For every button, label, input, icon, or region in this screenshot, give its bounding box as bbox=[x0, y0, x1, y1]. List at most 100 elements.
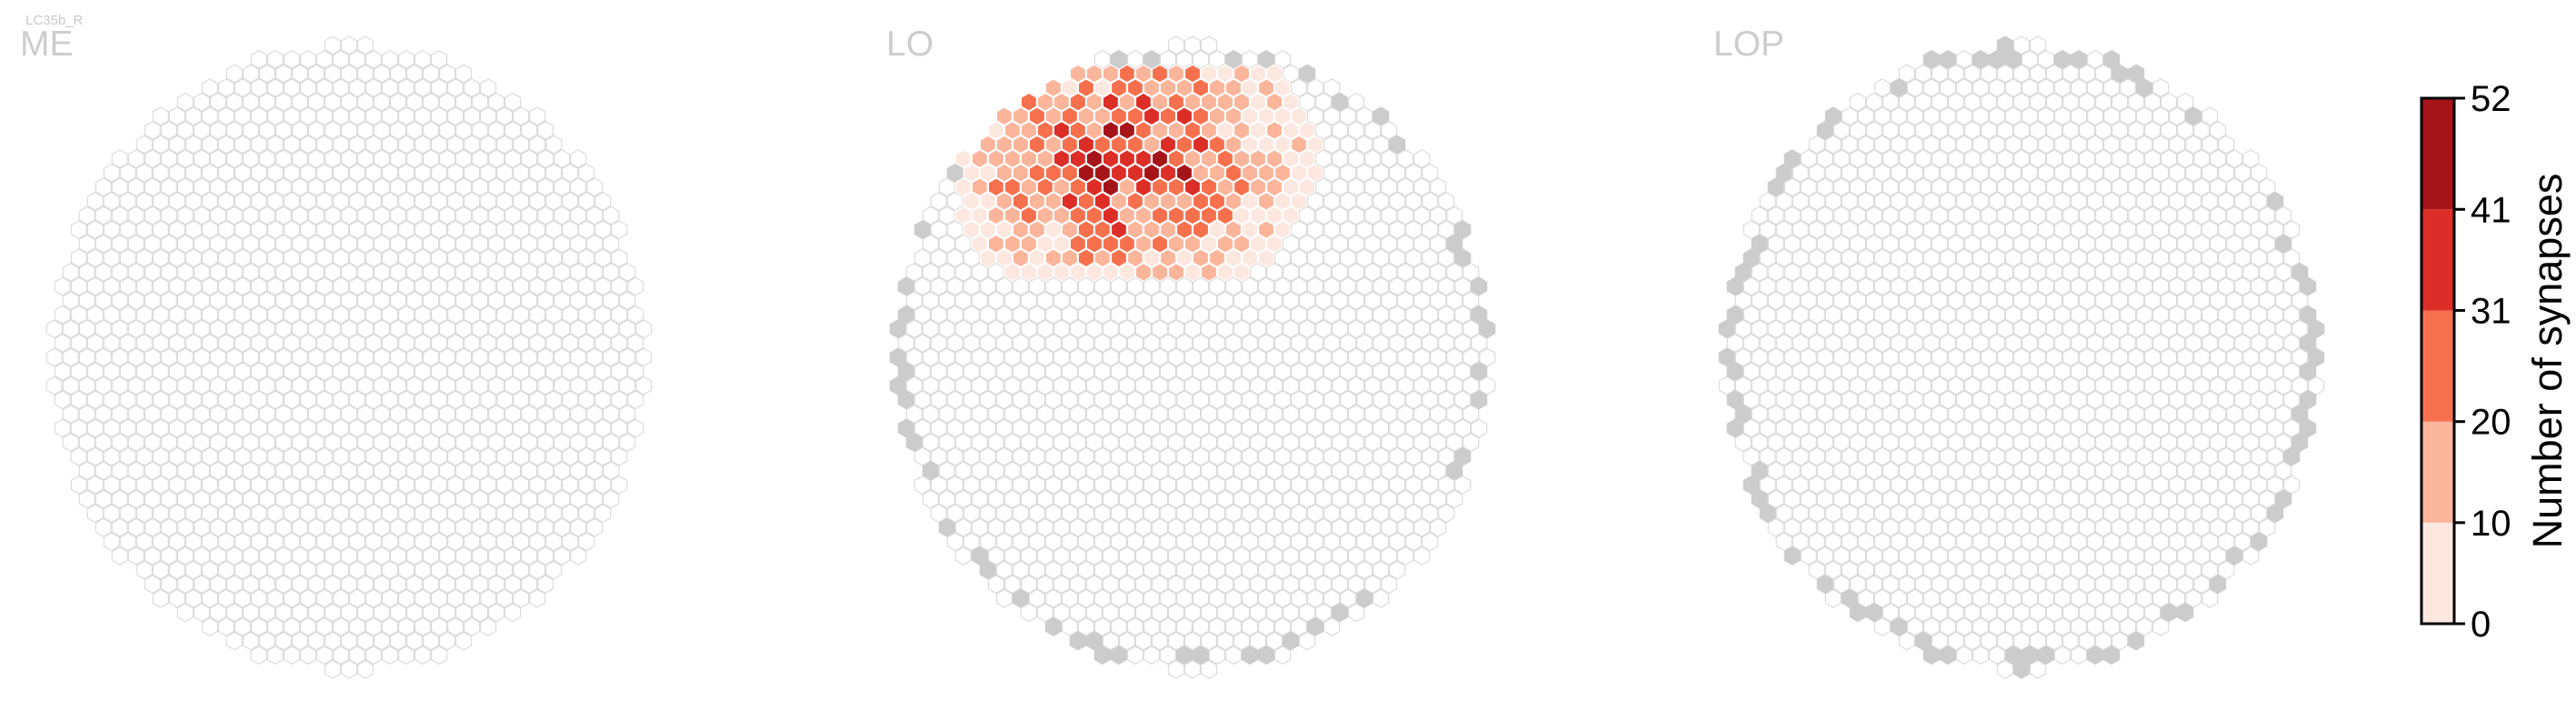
hex-column bbox=[521, 489, 538, 509]
hex-column bbox=[340, 234, 358, 254]
hex-column-synapses bbox=[1175, 163, 1193, 183]
hex-column bbox=[2144, 461, 2162, 481]
hex-column bbox=[1963, 517, 1981, 537]
hex-column bbox=[603, 319, 620, 339]
hex-column bbox=[1110, 362, 1128, 382]
hex-column bbox=[521, 575, 538, 595]
hex-column bbox=[464, 475, 481, 495]
hex-column-synapses bbox=[1085, 205, 1103, 225]
hex-column bbox=[1175, 475, 1193, 495]
hex-column bbox=[291, 603, 308, 623]
hex-column bbox=[455, 603, 473, 623]
hex-column bbox=[364, 220, 383, 240]
hex-column bbox=[356, 149, 374, 169]
hex-column-outside bbox=[1767, 177, 1784, 197]
hex-column bbox=[1824, 446, 1842, 466]
hex-column bbox=[2210, 404, 2227, 424]
hex-column bbox=[2177, 92, 2194, 112]
hex-column bbox=[1110, 333, 1128, 353]
hex-column bbox=[1947, 262, 1964, 282]
hex-column bbox=[1028, 305, 1046, 325]
hex-column-synapses bbox=[1273, 191, 1292, 211]
hex-column bbox=[1265, 489, 1283, 509]
hex-column bbox=[209, 120, 226, 140]
hex-column bbox=[2202, 362, 2219, 382]
hex-column bbox=[2283, 418, 2301, 438]
hex-column bbox=[201, 362, 218, 382]
hex-column-outside bbox=[979, 560, 996, 580]
hex-column bbox=[2136, 475, 2153, 495]
hex-column bbox=[364, 446, 383, 466]
hex-column bbox=[2226, 433, 2243, 453]
hex-column bbox=[464, 191, 481, 211]
hex-column bbox=[258, 291, 275, 311]
hex-column-synapses bbox=[1012, 220, 1029, 240]
hex-column bbox=[2283, 333, 2301, 353]
hex-column bbox=[1808, 135, 1825, 155]
hex-column bbox=[332, 390, 350, 410]
hex-column bbox=[922, 262, 939, 282]
hex-column bbox=[922, 234, 939, 254]
hex-column bbox=[1882, 376, 1899, 396]
hex-column bbox=[1200, 376, 1218, 396]
hex-column bbox=[356, 404, 374, 424]
hex-column bbox=[1347, 291, 1365, 311]
hex-column-synapses bbox=[1151, 234, 1169, 254]
hex-column bbox=[1996, 546, 2014, 566]
hex-column bbox=[2161, 205, 2178, 225]
hex-column bbox=[225, 517, 243, 537]
hex-column bbox=[987, 489, 1004, 509]
hex-column bbox=[439, 291, 456, 311]
hex-column bbox=[2004, 390, 2022, 410]
hex-column bbox=[423, 92, 440, 112]
hex-column bbox=[1898, 603, 1915, 623]
hex-column bbox=[283, 135, 300, 155]
hex-column bbox=[2259, 376, 2276, 396]
hex-column bbox=[537, 433, 554, 453]
hex-column bbox=[1996, 177, 2014, 197]
hex-column bbox=[2037, 305, 2055, 325]
hex-column-synapses bbox=[995, 220, 1013, 240]
hex-column bbox=[414, 135, 432, 155]
hex-column bbox=[1922, 362, 1940, 382]
hex-column-synapses bbox=[1224, 220, 1243, 240]
hex-column bbox=[1167, 376, 1185, 396]
hex-column bbox=[185, 504, 202, 524]
hex-column bbox=[2071, 418, 2088, 438]
hex-column bbox=[2095, 517, 2112, 537]
hex-column bbox=[1849, 461, 1866, 481]
hex-column bbox=[455, 461, 473, 481]
hex-column bbox=[1742, 220, 1760, 240]
hex-column bbox=[307, 404, 325, 424]
hex-column bbox=[2152, 616, 2170, 636]
hex-column bbox=[578, 276, 595, 296]
hex-column-synapses bbox=[1118, 64, 1136, 84]
hex-column bbox=[1241, 49, 1259, 69]
hex-column bbox=[160, 177, 177, 197]
hex-column bbox=[135, 135, 153, 155]
hex-column bbox=[2275, 376, 2292, 396]
hex-column bbox=[1980, 319, 1998, 339]
hex-column bbox=[1053, 603, 1071, 623]
hex-column bbox=[1126, 418, 1144, 438]
hex-column bbox=[1463, 291, 1480, 311]
hex-column bbox=[1931, 177, 1948, 197]
hex-column bbox=[495, 532, 514, 552]
hex-column bbox=[447, 220, 464, 240]
hex-column bbox=[299, 446, 317, 466]
hex-column bbox=[1224, 276, 1243, 296]
hex-column bbox=[1192, 418, 1210, 438]
hex-column bbox=[1947, 177, 1964, 197]
hex-column bbox=[2161, 347, 2178, 367]
hex-column bbox=[201, 504, 218, 524]
hex-column bbox=[1028, 276, 1046, 296]
hex-column bbox=[1053, 347, 1071, 367]
hex-column bbox=[1208, 418, 1226, 438]
hex-column bbox=[922, 347, 939, 367]
hex-column bbox=[217, 135, 235, 155]
hex-column bbox=[250, 191, 267, 211]
hex-column-outside bbox=[1988, 49, 2006, 69]
hex-column bbox=[340, 319, 358, 339]
hex-column bbox=[455, 92, 473, 112]
hex-column-synapses bbox=[1118, 120, 1136, 140]
